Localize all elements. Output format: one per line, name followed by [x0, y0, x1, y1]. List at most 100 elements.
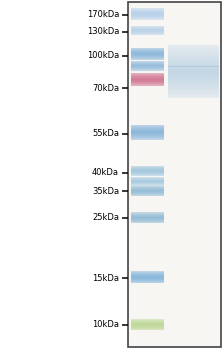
Bar: [131, 51, 164, 52]
Bar: [131, 282, 164, 283]
Bar: [168, 72, 219, 73]
Bar: [131, 187, 164, 188]
Bar: [131, 54, 164, 55]
Bar: [131, 82, 164, 83]
Bar: [168, 55, 219, 56]
Bar: [168, 73, 219, 74]
Bar: [131, 215, 164, 216]
Bar: [168, 64, 219, 65]
Bar: [168, 93, 219, 94]
Bar: [168, 82, 219, 84]
Bar: [168, 81, 219, 82]
Bar: [131, 220, 164, 221]
Bar: [131, 76, 164, 77]
Text: 25kDa: 25kDa: [92, 213, 119, 222]
Bar: [131, 328, 164, 329]
Bar: [131, 189, 164, 190]
Bar: [131, 139, 164, 140]
Bar: [168, 95, 219, 97]
Bar: [131, 279, 164, 280]
Bar: [168, 88, 219, 89]
Bar: [131, 83, 164, 84]
Bar: [168, 51, 219, 52]
Bar: [131, 319, 164, 320]
Bar: [131, 79, 164, 80]
Bar: [131, 134, 164, 135]
Bar: [131, 129, 164, 130]
Bar: [131, 126, 164, 127]
Bar: [131, 55, 164, 56]
Bar: [131, 128, 164, 129]
Bar: [131, 18, 164, 19]
Bar: [131, 272, 164, 273]
Bar: [131, 222, 164, 223]
Text: 130kDa: 130kDa: [87, 27, 119, 36]
Bar: [131, 327, 164, 328]
Bar: [168, 52, 219, 53]
Bar: [131, 188, 164, 189]
Bar: [168, 75, 219, 76]
Bar: [131, 14, 164, 15]
Bar: [168, 78, 219, 80]
Bar: [168, 56, 219, 57]
Bar: [168, 76, 219, 77]
Bar: [131, 127, 164, 128]
Bar: [168, 58, 219, 60]
Bar: [131, 17, 164, 18]
Bar: [131, 52, 164, 53]
Bar: [131, 59, 164, 60]
Bar: [131, 218, 164, 219]
Bar: [168, 61, 219, 63]
Bar: [131, 276, 164, 277]
Bar: [131, 132, 164, 133]
Bar: [131, 85, 164, 86]
Bar: [131, 73, 164, 74]
Bar: [131, 57, 164, 58]
Bar: [131, 15, 164, 16]
Bar: [131, 16, 164, 17]
Bar: [168, 53, 219, 55]
Bar: [168, 85, 219, 86]
Bar: [131, 271, 164, 272]
Bar: [131, 131, 164, 132]
Bar: [168, 57, 219, 58]
Bar: [131, 125, 164, 126]
Bar: [131, 56, 164, 57]
Bar: [168, 89, 219, 90]
Bar: [168, 86, 219, 88]
Text: 100kDa: 100kDa: [87, 51, 119, 61]
Bar: [131, 136, 164, 137]
Bar: [168, 77, 219, 78]
Bar: [131, 323, 164, 324]
Bar: [168, 47, 219, 48]
Text: 35kDa: 35kDa: [92, 187, 119, 196]
Bar: [131, 48, 164, 49]
Bar: [168, 68, 219, 69]
Bar: [131, 10, 164, 11]
Bar: [131, 275, 164, 276]
Bar: [131, 214, 164, 215]
Text: 10kDa: 10kDa: [92, 320, 119, 329]
Bar: [131, 281, 164, 282]
Bar: [131, 19, 164, 20]
Bar: [131, 138, 164, 139]
Bar: [131, 326, 164, 327]
Bar: [131, 213, 164, 214]
Bar: [131, 274, 164, 275]
Bar: [131, 58, 164, 59]
Bar: [168, 63, 219, 64]
Bar: [168, 97, 219, 98]
Bar: [131, 219, 164, 220]
Bar: [131, 324, 164, 325]
Bar: [131, 278, 164, 279]
Bar: [168, 84, 219, 85]
Bar: [131, 75, 164, 76]
Text: 70kDa: 70kDa: [92, 84, 119, 93]
Text: 15kDa: 15kDa: [92, 274, 119, 283]
Bar: [131, 78, 164, 79]
Bar: [131, 322, 164, 323]
Bar: [131, 9, 164, 10]
Bar: [168, 94, 219, 95]
Bar: [131, 277, 164, 278]
Bar: [168, 90, 219, 91]
